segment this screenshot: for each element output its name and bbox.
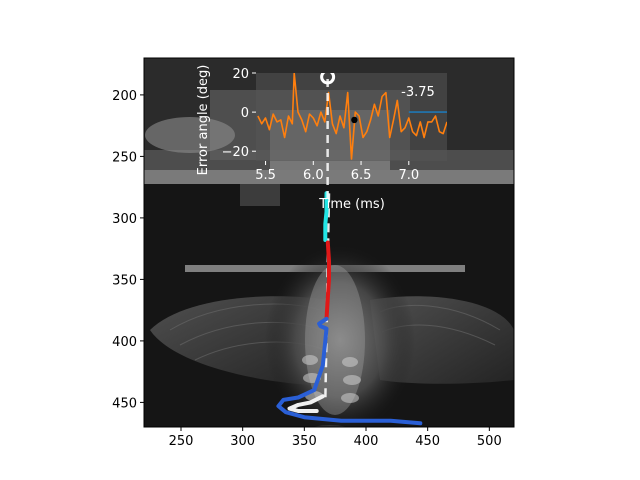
inset-x-axis-label: Time (ms) — [318, 197, 385, 212]
inset-x-tick-label: 5.5 — [255, 168, 276, 183]
main-y-tick-label: 450 — [112, 396, 137, 411]
main-y-tick-label: 350 — [112, 273, 137, 288]
trajectory-segment — [287, 394, 325, 413]
inset-current-point — [351, 116, 358, 124]
inset-plot: 5.5 6.0 6.5 7.0 20 0 −20 Time (ms) Error angl… — [196, 65, 447, 212]
inset-series-line — [257, 73, 447, 160]
main-y-tick-label: 300 — [112, 212, 137, 227]
inset-y-tick-label: 0 — [241, 106, 249, 121]
inset-y-tick-label: −20 — [222, 145, 249, 160]
trajectory-segment — [276, 316, 423, 426]
inset-x-tick-label: 6.5 — [351, 168, 372, 183]
main-x-tick-label: 300 — [230, 434, 255, 449]
inset-y-tick-label: 20 — [232, 67, 249, 82]
trajectory-segment — [324, 240, 331, 321]
insect-body — [265, 245, 415, 427]
main-x-tick-label: 250 — [169, 434, 194, 449]
inset-x-tick-label: 6.0 — [303, 168, 324, 183]
trajectory-segment — [323, 191, 329, 242]
main-x-axis: 250 300 350 400 450 500 — [169, 427, 502, 449]
main-x-tick-label: 500 — [477, 434, 502, 449]
main-y-tick-label: 250 — [112, 150, 137, 165]
inset-x-tick-label: 7.0 — [398, 168, 419, 183]
main-y-tick-label: 200 — [112, 89, 137, 104]
main-y-axis: 200 250 300 350 400 450 — [112, 89, 144, 411]
main-x-tick-label: 450 — [415, 434, 440, 449]
main-x-tick-label: 350 — [292, 434, 317, 449]
inset-y-axis-label: Error angle (deg) — [196, 65, 211, 176]
main-y-tick-label: 400 — [112, 335, 137, 350]
inset-annotation-value: -3.75 — [401, 85, 435, 100]
main-x-tick-label: 400 — [354, 434, 379, 449]
heading-dashed-line — [324, 193, 331, 403]
inset-x-axis: 5.5 6.0 6.5 7.0 — [255, 161, 419, 183]
inset-y-axis: 20 0 −20 — [222, 67, 256, 160]
tracking-overlays — [276, 191, 423, 426]
